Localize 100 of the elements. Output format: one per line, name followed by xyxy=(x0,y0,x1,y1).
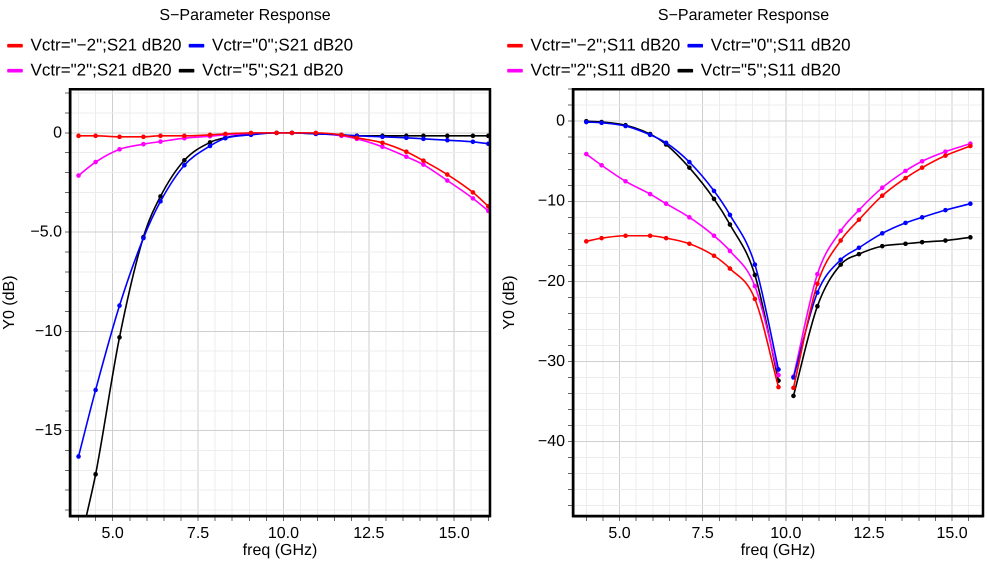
point xyxy=(903,176,908,180)
point xyxy=(712,196,716,202)
point xyxy=(664,236,668,240)
y-tick-label: −10 xyxy=(538,192,566,210)
y-axis-title: Y0 (dB) xyxy=(501,275,518,330)
point xyxy=(880,231,885,236)
point xyxy=(380,144,385,150)
point xyxy=(421,162,426,167)
point xyxy=(470,134,476,138)
point xyxy=(776,384,781,390)
point xyxy=(920,158,924,164)
y-axis-title: Y0 (dB) xyxy=(1,275,18,330)
x-tick-label: 10.0 xyxy=(268,525,300,542)
point xyxy=(968,201,973,206)
point xyxy=(445,172,450,177)
point xyxy=(943,208,948,212)
point xyxy=(838,238,843,243)
x-axis-title: freq (GHz) xyxy=(242,542,318,559)
point xyxy=(158,199,163,204)
point xyxy=(968,235,973,240)
point xyxy=(117,134,122,140)
point xyxy=(687,165,692,170)
point xyxy=(117,303,122,308)
point xyxy=(712,233,716,238)
x-tick-label: 5.0 xyxy=(102,525,124,542)
point xyxy=(687,215,692,220)
point xyxy=(880,193,885,198)
point xyxy=(943,153,948,158)
point xyxy=(815,304,820,309)
point xyxy=(445,178,450,183)
point xyxy=(903,241,908,246)
point xyxy=(776,372,781,378)
x-tick-label: 5.0 xyxy=(608,525,631,542)
point xyxy=(728,248,732,254)
point xyxy=(182,158,187,163)
point xyxy=(404,149,409,154)
point xyxy=(728,266,732,271)
legend-label: Vctr="0";S11 dB20 xyxy=(710,35,851,54)
point xyxy=(920,215,924,220)
point xyxy=(728,212,732,218)
point xyxy=(623,178,628,184)
point xyxy=(838,257,843,262)
point xyxy=(208,144,212,148)
x-tick-label: 15.0 xyxy=(438,525,470,542)
point xyxy=(584,152,589,156)
point xyxy=(791,394,796,398)
y-tick-label: −20 xyxy=(538,272,566,290)
point xyxy=(599,162,604,168)
point xyxy=(445,138,450,143)
legend-label: Vctr="5";S21 dB20 xyxy=(202,60,344,80)
point xyxy=(728,222,732,227)
point xyxy=(752,262,758,267)
x-tick-label: 15.0 xyxy=(936,525,968,542)
point xyxy=(76,454,81,459)
point xyxy=(117,335,122,340)
point xyxy=(752,272,758,278)
point xyxy=(943,238,948,243)
point xyxy=(920,165,924,170)
point xyxy=(445,134,450,138)
y-tick-label: 0 xyxy=(53,124,62,142)
point xyxy=(380,140,385,146)
x-tick-label: 12.5 xyxy=(353,525,384,542)
point xyxy=(421,158,426,163)
point xyxy=(158,134,163,138)
legend-label: Vctr="5";S11 dB20 xyxy=(700,60,841,80)
point xyxy=(76,134,81,138)
chart-title: S−Parameter Response xyxy=(658,7,830,24)
y-tick-label: −10 xyxy=(34,322,62,340)
point xyxy=(838,228,843,234)
point xyxy=(920,240,924,244)
x-tick-label: 12.5 xyxy=(853,525,885,542)
point xyxy=(791,386,796,390)
point xyxy=(752,296,758,302)
point xyxy=(903,220,908,226)
point xyxy=(712,253,716,258)
point xyxy=(158,139,163,144)
point xyxy=(943,149,948,154)
point xyxy=(76,173,81,178)
point xyxy=(584,239,589,244)
point xyxy=(856,245,862,250)
point xyxy=(687,160,692,164)
point xyxy=(752,284,758,288)
point xyxy=(856,252,862,256)
x-axis-title: freq (GHz) xyxy=(740,542,816,559)
point xyxy=(93,160,98,164)
legend-label: Vctr="2";S11 dB20 xyxy=(530,60,670,80)
point xyxy=(648,233,652,238)
point xyxy=(623,233,628,238)
point xyxy=(141,142,146,146)
point xyxy=(93,388,98,392)
point xyxy=(93,134,98,138)
chart-title: S−Parameter Response xyxy=(159,7,331,24)
point xyxy=(404,154,409,159)
point xyxy=(968,144,973,148)
point xyxy=(470,140,476,144)
point xyxy=(687,241,692,246)
point xyxy=(838,262,843,267)
y-tick-label: −5.0 xyxy=(30,224,62,241)
point xyxy=(421,136,426,142)
point xyxy=(182,134,187,138)
